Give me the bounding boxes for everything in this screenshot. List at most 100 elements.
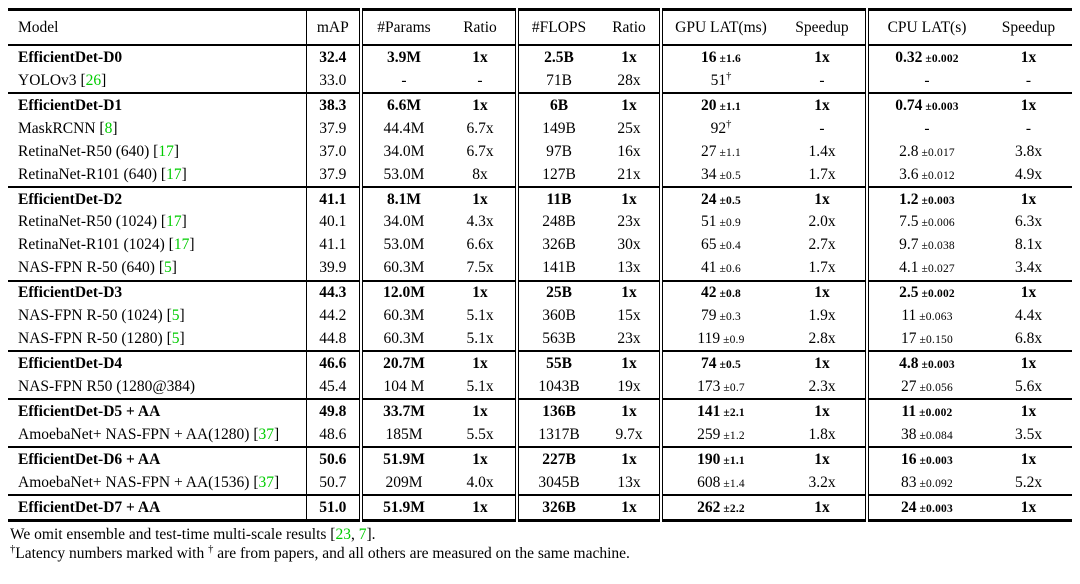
stddev-value: ±0.012 — [921, 169, 955, 182]
map-cell: 44.3 — [305, 280, 361, 305]
table-row: NAS-FPN R-50 (1024) [5] 44.2 60.3M 5.1x 360B… — [8, 304, 1072, 328]
cpu-latency-cell: 0.32 ±0.002 — [865, 45, 985, 69]
citation-link[interactable]: 17 — [166, 165, 182, 183]
flops-ratio-cell: 16x — [617, 142, 641, 160]
cpu-speedup-cell: 3.4x — [1014, 259, 1043, 277]
citation-link[interactable]: 5 — [171, 307, 180, 325]
gpu-latency-cell: 41 ±0.6 — [659, 256, 779, 281]
citation-link[interactable]: 7 — [358, 526, 367, 544]
params-ratio-cell: 1x — [472, 498, 488, 516]
gpu-latency-cell: 34 ±0.5 — [659, 162, 779, 187]
cpu-latency-cell: - — [865, 68, 985, 93]
table-row: EfficientDet-D0 32.4 3.9M 1x 2.5B 1x 16 ±1.6 1x 0… — [8, 45, 1072, 69]
stddev-value: ±0.3 — [719, 311, 741, 324]
col-header-map: mAP — [305, 9, 361, 46]
table-row: EfficientDet-D5 + AA 49.8 33.7M 1x 136B 1x 141… — [8, 399, 1072, 424]
citation-link[interactable]: 17 — [166, 213, 182, 231]
footnote-text: We omit ensemble and test-time multi-sca… — [10, 526, 336, 544]
footnote-text: are from papers, and all others are meas… — [213, 544, 630, 562]
citation-link[interactable]: 23 — [335, 526, 351, 544]
params-cell: 60.3M — [359, 327, 445, 352]
params-cell: 34.0M — [359, 139, 445, 163]
stddev-value: ±0.056 — [919, 382, 953, 395]
stddev-value: ±0.8 — [719, 288, 741, 301]
flops-ratio-cell: 15x — [617, 307, 641, 325]
model-cell: RetinaNet-R50 (640) [17] — [18, 142, 180, 160]
cpu-speedup-cell: 3.5x — [1014, 426, 1043, 444]
flops-cell: 1317B — [515, 423, 599, 448]
citation-link[interactable]: 5 — [171, 330, 180, 348]
flops-cell: 563B — [515, 327, 599, 352]
params-ratio-cell: 1x — [472, 96, 488, 114]
gpu-speedup-cell: 3.2x — [808, 473, 836, 491]
table-group: EfficientDet-D6 + AA 50.6 51.9M 1x 227B 1x 190… — [8, 447, 1072, 496]
cpu-speedup-cell: 4.9x — [1014, 165, 1043, 183]
params-cell: 6.6M — [359, 92, 445, 117]
params-cell: 3.9M — [359, 45, 445, 69]
params-cell: 53.0M — [359, 233, 445, 257]
citation-link[interactable]: 37 — [258, 426, 275, 444]
flops-cell: 97B — [515, 139, 599, 163]
map-cell: 50.6 — [305, 447, 361, 472]
model-cell: EfficientDet-D5 + AA — [18, 403, 161, 421]
map-cell: 40.1 — [305, 210, 361, 234]
params-cell: 53.0M — [359, 162, 445, 187]
cpu-latency-cell: 27 ±0.056 — [865, 375, 985, 400]
stddev-value: ±0.003 — [921, 359, 955, 372]
params-ratio-cell: 6.7x — [466, 142, 494, 160]
map-cell: 39.9 — [305, 256, 361, 281]
cpu-latency-cell: 24 ±0.003 — [865, 495, 985, 521]
cpu-latency-cell: 0.74 ±0.003 — [865, 92, 985, 117]
model-cell: NAS-FPN R50 (1280@384) — [18, 378, 196, 396]
stddev-value: ±0.9 — [719, 217, 741, 230]
flops-cell: 6B — [515, 92, 599, 117]
map-cell: 41.1 — [305, 186, 361, 211]
flops-ratio-cell: 9.7x — [615, 426, 643, 444]
citation-link[interactable]: 5 — [163, 259, 172, 277]
citation-link[interactable]: 8 — [104, 119, 113, 137]
model-cell: MaskRCNN [8] — [18, 119, 118, 137]
citation-link[interactable]: 37 — [258, 473, 275, 491]
params-ratio-cell: 1x — [472, 451, 488, 468]
cpu-speedup-cell: - — [1025, 71, 1032, 89]
stddev-value: ±0.4 — [719, 240, 741, 253]
col-header-cpu-latency: CPU LAT(s) — [865, 9, 985, 46]
cpu-latency-cell: 11 ±0.002 — [865, 399, 985, 424]
table-group: EfficientDet-D1 38.3 6.6M 1x 6B 1x 20 ±1.1 1x 0.7… — [8, 92, 1072, 187]
gpu-latency-cell: 65 ±0.4 — [659, 233, 779, 257]
params-ratio-cell: 1x — [472, 190, 488, 208]
cpu-speedup-cell: 1x — [1020, 355, 1037, 373]
cpu-latency-cell: 38 ±0.084 — [865, 423, 985, 448]
col-header-cpu-speedup: Speedup — [985, 9, 1072, 46]
params-ratio-cell: 6.7x — [466, 119, 494, 137]
model-cell: NAS-FPN R-50 (1280) [5] — [18, 330, 185, 348]
gpu-latency-cell: 79 ±0.3 — [659, 304, 779, 328]
stddev-value: ±0.5 — [719, 359, 741, 372]
flops-ratio-cell: 28x — [617, 71, 641, 89]
cpu-speedup-cell: 1x — [1020, 48, 1037, 66]
flops-cell: 1043B — [515, 375, 599, 400]
citation-link[interactable]: 17 — [173, 236, 190, 254]
flops-ratio-cell: 1x — [621, 96, 637, 114]
flops-cell: 149B — [515, 116, 599, 140]
flops-ratio-cell: 19x — [617, 378, 641, 396]
cpu-latency-cell: 4.8 ±0.003 — [865, 351, 985, 376]
cpu-speedup-cell: 3.8x — [1014, 142, 1043, 160]
gpu-latency-cell: 51† — [659, 68, 779, 93]
table-row: EfficientDet-D1 38.3 6.6M 1x 6B 1x 20 ±1.1 1x 0.7… — [8, 92, 1072, 117]
params-ratio-cell: 1x — [472, 284, 488, 302]
flops-ratio-cell: 13x — [617, 259, 641, 277]
stddev-value: ±1.1 — [723, 455, 745, 467]
gpu-speedup-cell: 1x — [814, 96, 830, 114]
citation-link[interactable]: 26 — [85, 71, 102, 89]
params-ratio-cell: 5.1x — [466, 378, 494, 396]
flops-cell: 71B — [515, 68, 599, 93]
model-cell: NAS-FPN R-50 (640) [5] — [18, 259, 177, 277]
model-cell: EfficientDet-D7 + AA — [18, 498, 161, 516]
cpu-latency-cell: 17 ±0.150 — [865, 327, 985, 352]
gpu-latency-cell: 141 ±2.1 — [659, 399, 779, 424]
flops-cell: 360B — [515, 304, 599, 328]
flops-cell: 127B — [515, 162, 599, 187]
gpu-speedup-cell: 1.7x — [808, 259, 836, 277]
citation-link[interactable]: 17 — [158, 142, 174, 160]
